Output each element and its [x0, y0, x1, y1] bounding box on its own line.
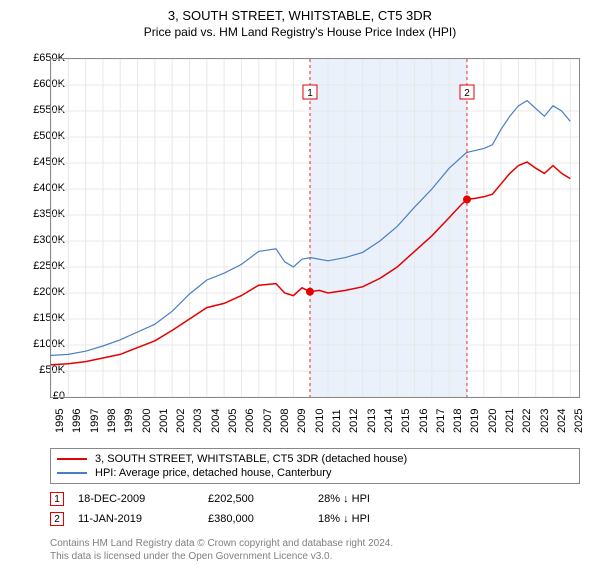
- x-tick-label: 2000: [141, 409, 153, 433]
- x-tick-label: 2014: [383, 409, 395, 433]
- sale-date: 11-JAN-2019: [78, 513, 208, 525]
- footer-line-1: Contains HM Land Registry data © Crown c…: [50, 538, 393, 551]
- x-tick-label: 2024: [556, 409, 568, 433]
- x-tick-label: 2004: [210, 409, 222, 433]
- x-tick-label: 2012: [348, 409, 360, 433]
- x-tick-label: 2020: [487, 409, 499, 433]
- sale-marker-icon: 2: [50, 512, 64, 526]
- legend-swatch: [57, 472, 87, 474]
- legend-row: HPI: Average price, detached house, Cant…: [57, 466, 573, 480]
- x-tick-label: 2011: [331, 409, 343, 433]
- chart-plot-area: 12: [50, 58, 580, 398]
- x-tick-label: 2019: [469, 409, 481, 433]
- x-tick-label: 2023: [539, 409, 551, 433]
- footer-text: Contains HM Land Registry data © Crown c…: [50, 538, 393, 563]
- x-tick-label: 2013: [366, 409, 378, 433]
- sale-delta: 28% ↓ HPI: [318, 493, 370, 505]
- x-tick-label: 2002: [175, 409, 187, 433]
- legend-label: 3, SOUTH STREET, WHITSTABLE, CT5 3DR (de…: [95, 453, 407, 465]
- x-tick-label: 1995: [54, 409, 66, 433]
- x-tick-label: 2018: [452, 409, 464, 433]
- sale-price: £380,000: [208, 513, 318, 525]
- legend-swatch: [57, 458, 87, 460]
- x-tick-label: 2006: [244, 409, 256, 433]
- chart-subtitle: Price paid vs. HM Land Registry's House …: [0, 25, 600, 39]
- x-tick-label: 2009: [296, 409, 308, 433]
- svg-text:1: 1: [307, 88, 313, 99]
- legend: 3, SOUTH STREET, WHITSTABLE, CT5 3DR (de…: [50, 448, 580, 484]
- footer-line-2: This data is licensed under the Open Gov…: [50, 551, 393, 564]
- x-tick-label: 1997: [89, 409, 101, 433]
- sale-marker-icon: 1: [50, 492, 64, 506]
- x-tick-label: 2008: [279, 409, 291, 433]
- x-tick-label: 2005: [227, 409, 239, 433]
- legend-row: 3, SOUTH STREET, WHITSTABLE, CT5 3DR (de…: [57, 452, 573, 466]
- x-tick-label: 1998: [106, 409, 118, 433]
- x-tick-label: 2010: [314, 409, 326, 433]
- page-root: 3, SOUTH STREET, WHITSTABLE, CT5 3DR Pri…: [0, 8, 600, 568]
- x-tick-label: 2016: [418, 409, 430, 433]
- svg-text:2: 2: [464, 88, 470, 99]
- x-tick-label: 2001: [158, 409, 170, 433]
- x-tick-label: 2022: [521, 409, 533, 433]
- x-tick-label: 2025: [573, 409, 585, 433]
- sale-price: £202,500: [208, 493, 318, 505]
- chart-svg: 12: [51, 59, 579, 397]
- sale-row: 2 11-JAN-2019£380,00018% ↓ HPI: [50, 512, 580, 526]
- x-tick-label: 2015: [400, 409, 412, 433]
- legend-label: HPI: Average price, detached house, Cant…: [95, 467, 331, 479]
- x-tick-label: 2017: [435, 409, 447, 433]
- x-tick-label: 2003: [192, 409, 204, 433]
- sale-row: 1 18-DEC-2009£202,50028% ↓ HPI: [50, 492, 580, 506]
- x-tick-label: 1996: [71, 409, 83, 433]
- x-tick-label: 1999: [123, 409, 135, 433]
- sale-date: 18-DEC-2009: [78, 493, 208, 505]
- x-tick-label: 2021: [504, 409, 516, 433]
- x-tick-label: 2007: [262, 409, 274, 433]
- sale-delta: 18% ↓ HPI: [318, 513, 370, 525]
- chart-title: 3, SOUTH STREET, WHITSTABLE, CT5 3DR: [0, 8, 600, 23]
